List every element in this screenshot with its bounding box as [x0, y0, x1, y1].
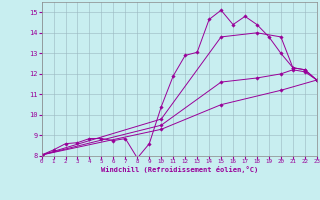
X-axis label: Windchill (Refroidissement éolien,°C): Windchill (Refroidissement éolien,°C): [100, 166, 258, 173]
